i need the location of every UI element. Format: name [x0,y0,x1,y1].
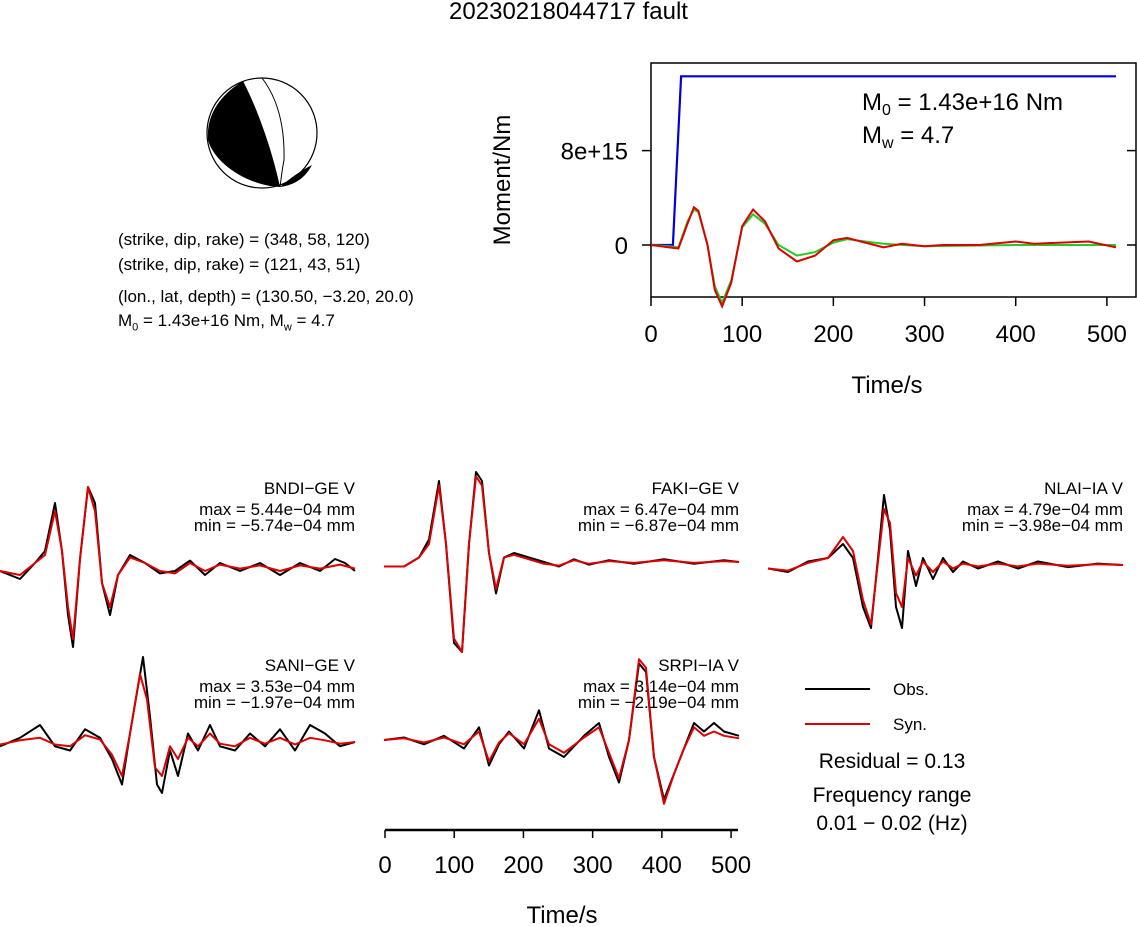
waveform-x-tick-label: 400 [642,852,682,879]
moment-x-tick-label: 200 [813,321,853,348]
moment-x-tick-label: 500 [1087,321,1127,348]
station-max: max = 6.47e−04 mm [583,500,739,519]
moment-y-tick-label: 8e+15 [561,139,628,166]
station-max: max = 3.14e−04 mm [583,677,739,696]
moment-m0-annotation: M0 = 1.43e+16 Nm [862,89,1063,119]
mechanism-magnitude: M0 = 1.43e+16 Nm, Mw = 4.7 [118,311,335,334]
waveform-x-axis-label: Time/s [526,902,597,927]
station-min: min = −6.87e−04 mm [578,516,739,535]
station-min: min = −2.19e−04 mm [578,693,739,712]
moment-y-axis-label: Moment/Nm [489,115,516,246]
station-name: BNDI−GE V [264,479,356,498]
frequency-range-value: 0.01 − 0.02 (Hz) [816,812,967,835]
synthetic-waveform [767,508,1124,626]
legend: Obs. Syn. [805,680,929,734]
legend-obs-label: Obs. [893,680,929,699]
waveform-x-tick-label: 100 [434,852,474,879]
residual-label: Residual = 0.13 [819,750,966,773]
synthetic-waveform [0,486,356,640]
moment-x-tick-label: 400 [996,321,1036,348]
waveform-x-tick-label: 300 [573,852,613,879]
frequency-range-label: Frequency range [813,784,972,807]
moment-x-tick-label: 300 [905,321,945,348]
station-min: min = −5.74e−04 mm [194,516,355,535]
moment-y-tick-label: 0 [615,233,628,260]
station-min: min = −1.97e−04 mm [194,693,355,712]
page-title: 20230218044717 fault [449,0,688,25]
waveform-x-tick-label: 0 [378,852,391,879]
mechanism-plane1: (strike, dip, rake) = (348, 58, 120) [118,230,370,249]
station-name: SANI−GE V [265,656,356,675]
station-max: max = 5.44e−04 mm [199,500,355,519]
mechanism-location: (lon., lat, depth) = (130.50, −3.20, 20.… [118,287,414,306]
waveform-x-tick-label: 500 [711,852,751,879]
station-name: FAKI−GE V [652,479,740,498]
moment-x-tick-label: 0 [644,321,657,348]
station-max: max = 3.53e−04 mm [199,677,355,696]
synthetic-waveform [0,673,356,777]
mechanism-plane2: (strike, dip, rake) = (121, 43, 51) [118,255,361,274]
moment-plot-frame [650,62,1137,298]
station-min: min = −3.98e−04 mm [962,516,1123,535]
moment-x-axis-label: Time/s [851,372,922,399]
legend-syn-label: Syn. [893,715,927,734]
moment-series-line [650,205,1117,310]
moment-series-line [650,208,1116,306]
waveform-time-axis: 0 100 200 300 400 500 [378,828,751,879]
moment-mw-annotation: Mw = 4.7 [862,122,954,152]
synthetic-waveform [383,658,740,805]
station-max: max = 4.79e−04 mm [967,500,1123,519]
observed-waveform [0,656,356,794]
waveform-x-tick-label: 200 [503,852,543,879]
station-name: SRPI−IA V [658,656,739,675]
moment-x-tick-label: 100 [722,321,762,348]
beachball-icon [206,77,318,189]
synthetic-waveform [384,475,740,653]
station-name: NLAI−IA V [1044,479,1124,498]
